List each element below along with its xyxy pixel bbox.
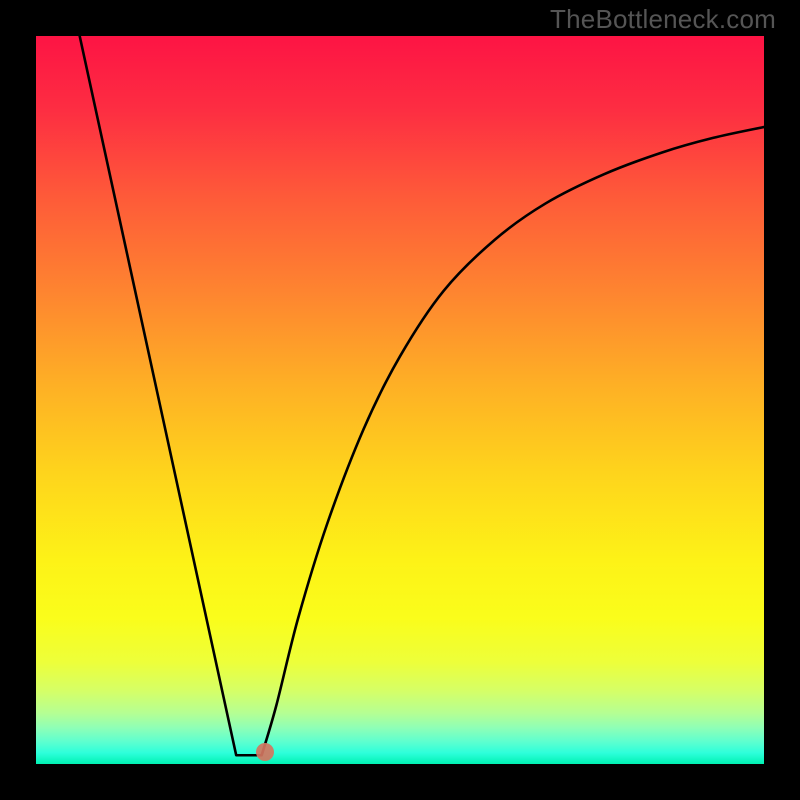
bottleneck-curve: [80, 36, 764, 755]
plot-area: [36, 36, 764, 764]
curve-layer: [36, 36, 764, 764]
watermark-text: TheBottleneck.com: [550, 4, 776, 35]
chart-frame: TheBottleneck.com: [0, 0, 800, 800]
optimum-marker: [256, 743, 274, 761]
